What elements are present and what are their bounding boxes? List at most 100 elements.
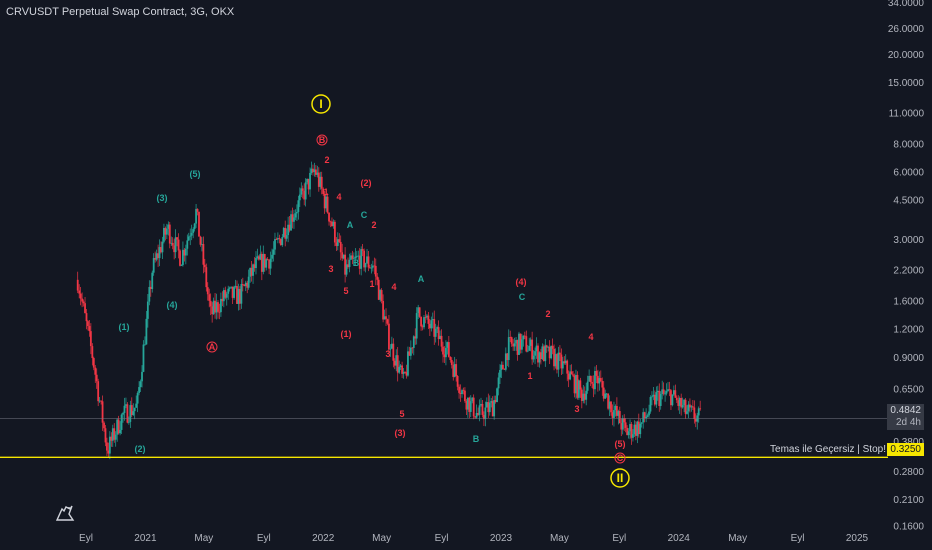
candle-body — [233, 287, 235, 298]
candle-body — [675, 397, 678, 401]
candle-body — [92, 358, 95, 368]
candle-body — [564, 360, 567, 364]
candle-body — [560, 354, 563, 369]
candle-body — [129, 405, 132, 422]
candle-body — [699, 408, 702, 410]
candle-body — [101, 401, 104, 423]
candle-body — [521, 339, 523, 350]
candle-body — [615, 406, 618, 416]
candle-body — [350, 255, 352, 260]
candle-body — [550, 345, 553, 359]
candle-body — [624, 422, 627, 428]
time-tick-label: 2021 — [134, 533, 157, 544]
wave-label-green: B — [473, 434, 480, 444]
candle-body — [515, 340, 517, 344]
candle-body — [339, 241, 342, 253]
candle-body — [491, 401, 494, 417]
candle-body — [642, 412, 645, 423]
candle-body — [487, 402, 490, 413]
candle-body — [376, 276, 379, 280]
candle-body — [148, 286, 151, 302]
candle-body — [246, 282, 249, 288]
candle-body — [407, 351, 409, 376]
candle-body — [402, 371, 405, 374]
candle-body — [269, 258, 272, 269]
candle-body — [570, 371, 573, 375]
candle-body — [110, 436, 113, 441]
candle-body — [670, 390, 672, 406]
candle-body — [531, 339, 534, 360]
candle-body — [323, 193, 326, 209]
candle-body — [630, 424, 633, 438]
candle-body — [483, 414, 485, 420]
candle-body — [116, 419, 119, 435]
candle-body — [484, 407, 487, 420]
candle-body — [157, 253, 159, 259]
candle-body — [405, 372, 408, 376]
candle-body — [500, 364, 503, 370]
candle-body — [674, 390, 677, 398]
wave-label-red: 4 — [588, 332, 593, 342]
candle-body — [291, 214, 294, 222]
candle-body — [626, 427, 629, 436]
candle-body — [648, 411, 650, 416]
wave-label-green: A — [418, 274, 425, 284]
candle-body — [656, 390, 659, 393]
candle-body — [627, 431, 630, 436]
wave-label-red: (2) — [361, 178, 372, 188]
candle-body — [443, 354, 446, 358]
candle-body — [355, 255, 358, 257]
candle-body — [414, 336, 417, 339]
candle-body — [252, 264, 254, 276]
candle-body — [95, 374, 98, 382]
candle-body — [556, 354, 558, 370]
candle-body — [392, 343, 395, 361]
candle-body — [314, 169, 317, 175]
time-tick-label: May — [550, 533, 569, 544]
wave-label-green: A — [347, 220, 354, 230]
candle-body — [599, 378, 602, 382]
candle-body — [449, 356, 452, 360]
wave-label-green: (1) — [119, 322, 130, 332]
candle-body — [190, 232, 193, 236]
candle-body — [127, 421, 130, 423]
candle-body — [585, 390, 588, 400]
countdown-value: 2d 4h — [895, 417, 921, 428]
candle-body — [202, 243, 205, 265]
wave-label-red: 3 — [328, 264, 333, 274]
time-tick-label: May — [194, 533, 213, 544]
candle-body — [488, 402, 491, 413]
candle-body — [538, 352, 541, 363]
candle-body — [91, 346, 94, 359]
candle-body — [691, 406, 694, 408]
candle-body — [82, 301, 85, 304]
candle-body — [249, 267, 252, 277]
candle-body — [693, 407, 696, 420]
candle-body — [108, 436, 111, 454]
candle-body — [326, 196, 329, 213]
candle-body — [221, 298, 224, 302]
candle-body — [212, 300, 215, 315]
wave-label-red: 3 — [385, 349, 390, 359]
wave-label-red: B — [319, 135, 326, 145]
candle-body — [281, 237, 284, 246]
candle-body — [678, 398, 681, 406]
candle-body — [389, 348, 392, 350]
candle-body — [236, 286, 238, 304]
wave-label-green: C — [519, 292, 526, 302]
candle-body — [529, 339, 532, 346]
time-tick-label: Eyl — [79, 533, 93, 544]
candle-body — [690, 406, 693, 408]
candle-body — [211, 306, 214, 315]
wave-label-red: 5 — [399, 409, 404, 419]
candle-body — [282, 227, 285, 238]
candle-body — [469, 401, 472, 412]
candle-body — [241, 283, 244, 285]
candle-body — [461, 390, 463, 395]
price-tick-label: 0.9000 — [893, 353, 924, 364]
candle-body — [183, 249, 186, 256]
candle-body — [114, 434, 117, 440]
candle-body — [617, 411, 620, 416]
candle-body — [138, 387, 140, 393]
